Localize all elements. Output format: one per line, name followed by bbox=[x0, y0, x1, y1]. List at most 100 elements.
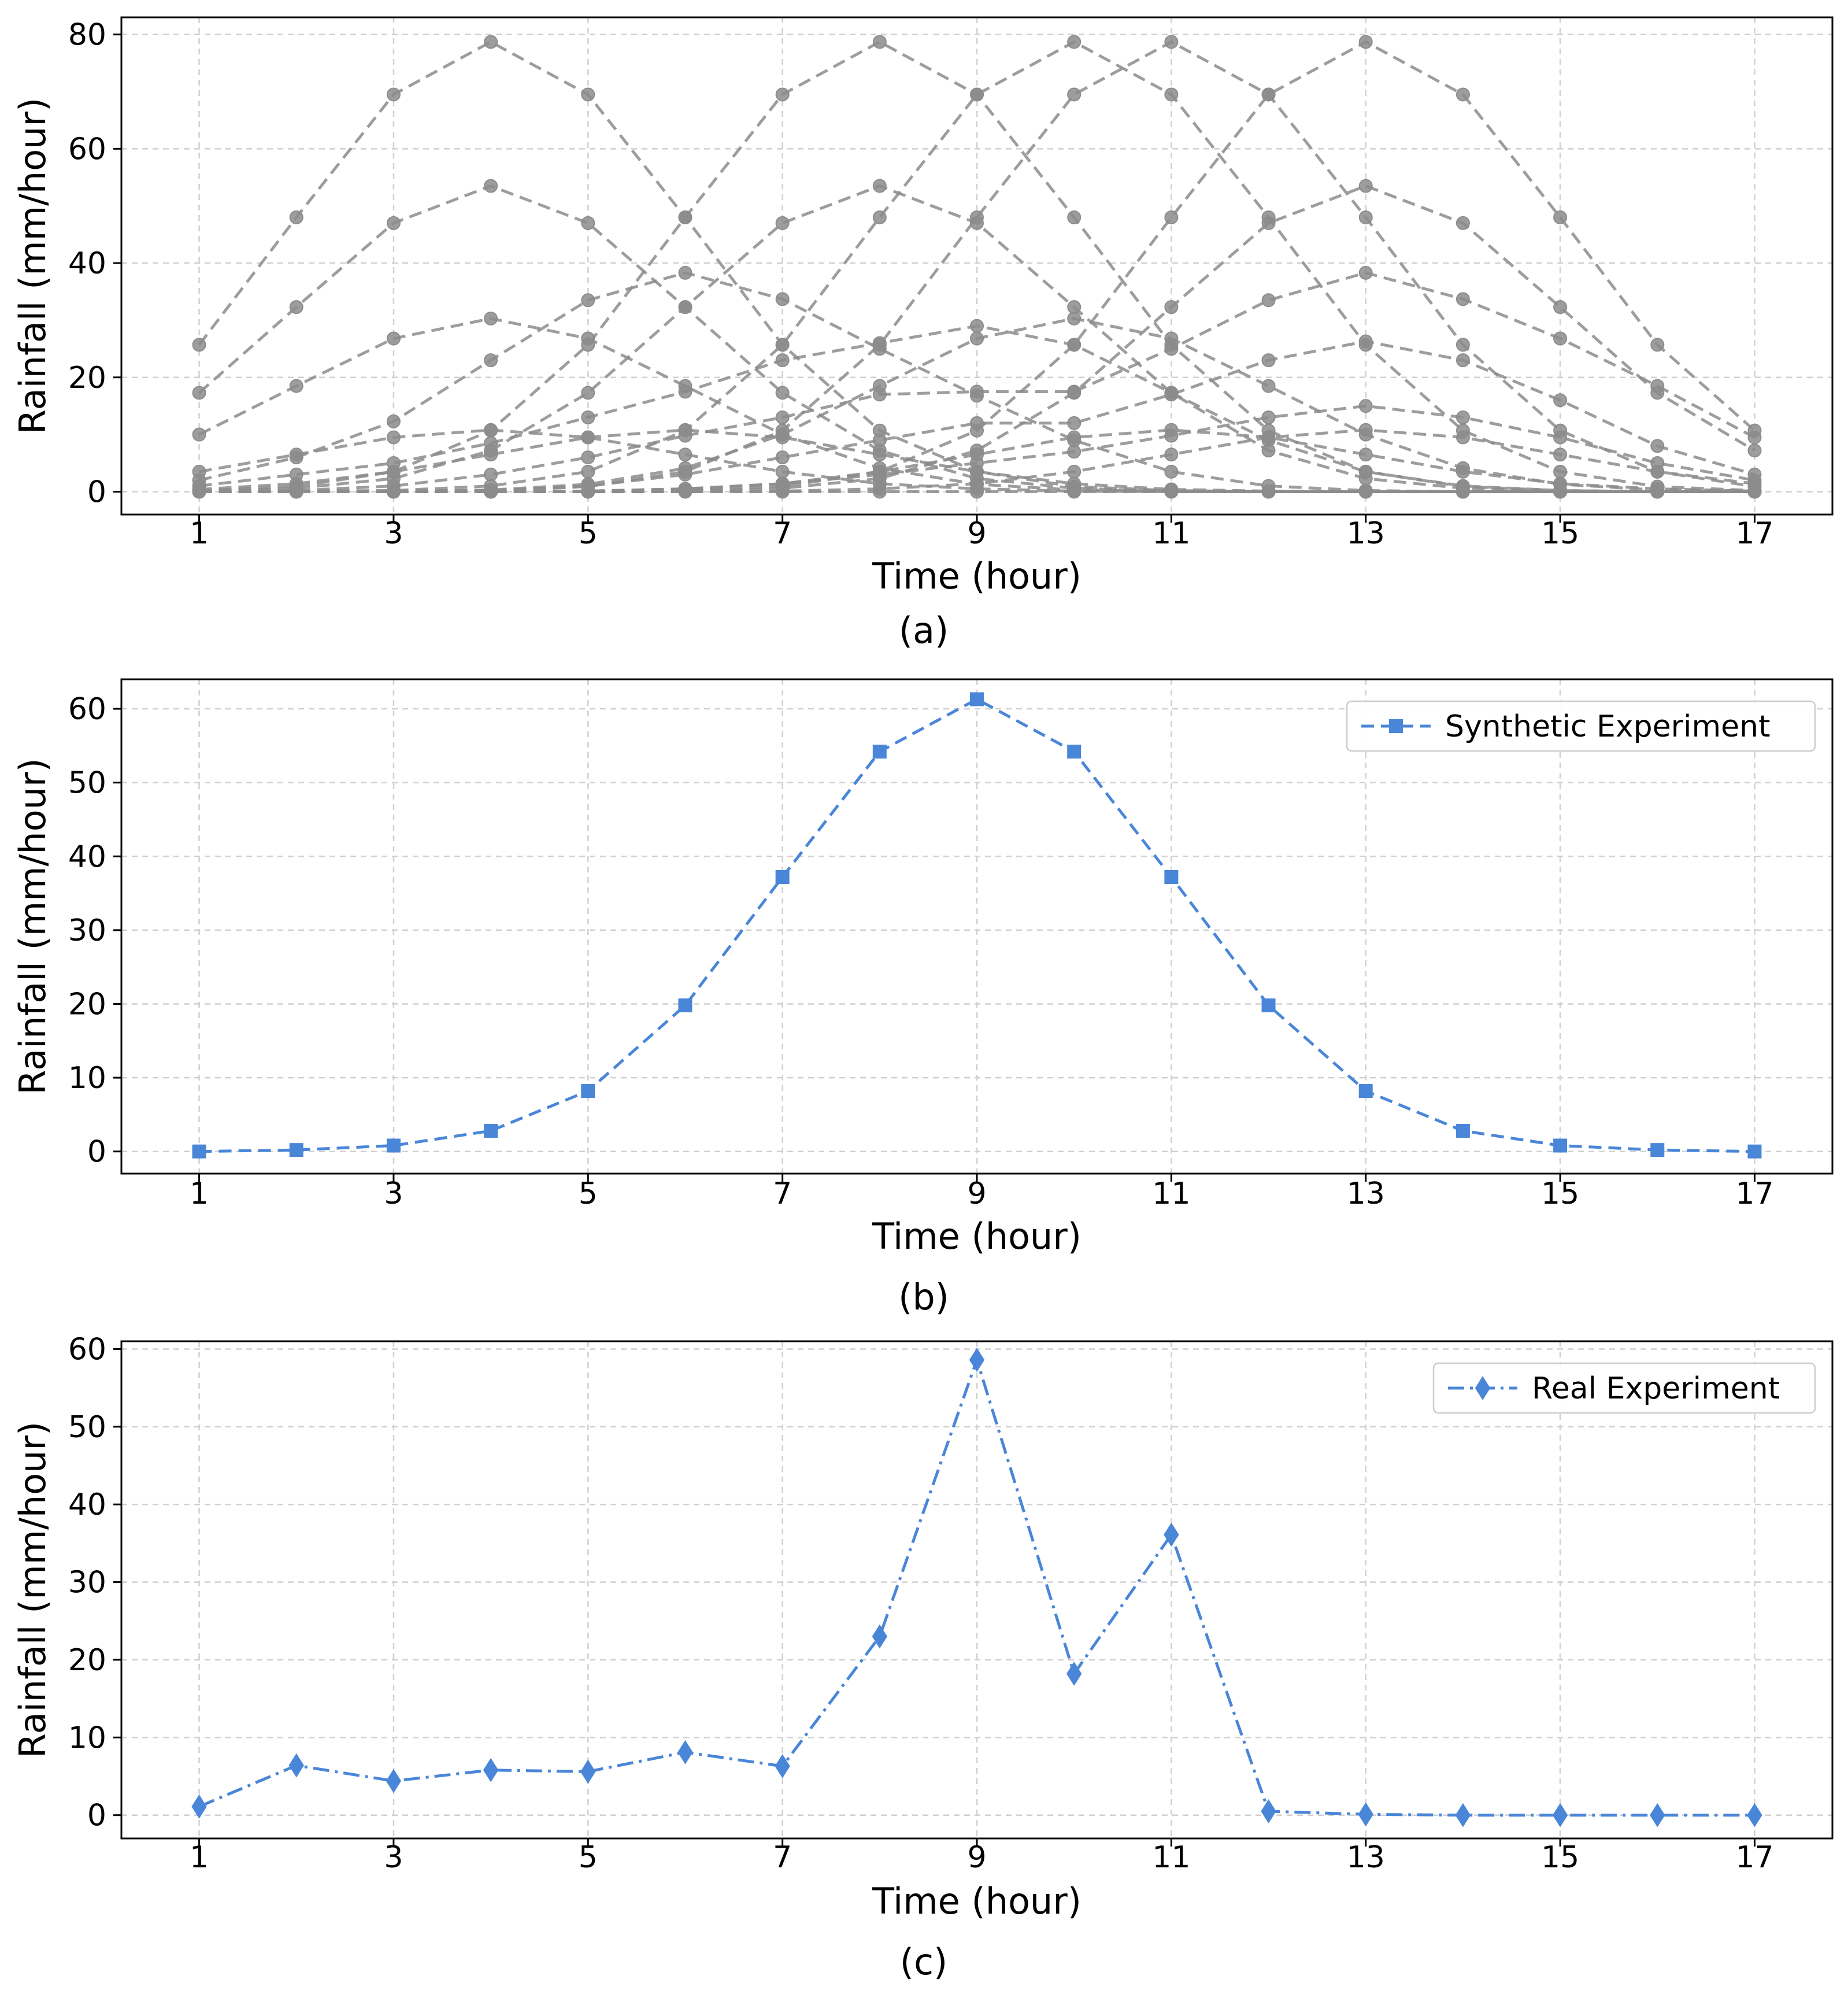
panel-caption: (a) bbox=[899, 609, 949, 652]
y-tick-label: 10 bbox=[68, 1721, 106, 1755]
legend: Synthetic Experiment bbox=[1346, 700, 1816, 752]
x-tick-label: 9 bbox=[967, 1176, 986, 1211]
data-point bbox=[775, 1754, 790, 1778]
data-point bbox=[872, 467, 887, 482]
data-point bbox=[1650, 1143, 1665, 1157]
data-point bbox=[969, 1348, 985, 1372]
data-point bbox=[1747, 1144, 1762, 1159]
y-tick-label: 0 bbox=[87, 475, 106, 509]
data-point bbox=[1747, 484, 1762, 499]
legend-label: Synthetic Experiment bbox=[1445, 709, 1770, 744]
data-point bbox=[1456, 87, 1470, 102]
y-tick-label: 40 bbox=[68, 839, 106, 874]
data-point bbox=[386, 484, 401, 499]
panel-caption: (b) bbox=[898, 1276, 949, 1318]
y-tick-label: 30 bbox=[68, 1566, 106, 1600]
data-point bbox=[192, 338, 206, 352]
data-point bbox=[1261, 433, 1276, 447]
data-point bbox=[678, 447, 692, 462]
data-point bbox=[678, 482, 692, 496]
x-tick-label: 17 bbox=[1735, 516, 1773, 551]
data-point bbox=[1456, 410, 1470, 424]
data-point bbox=[872, 745, 887, 759]
data-point bbox=[970, 319, 984, 333]
data-point bbox=[288, 1753, 304, 1778]
data-point bbox=[1553, 331, 1568, 346]
data-point bbox=[581, 430, 595, 445]
data-point bbox=[1067, 445, 1082, 459]
data-point bbox=[678, 300, 692, 315]
data-point bbox=[1261, 293, 1276, 308]
data-point bbox=[1261, 1799, 1276, 1823]
x-tick-label: 15 bbox=[1541, 516, 1579, 551]
y-tick-label: 10 bbox=[68, 1061, 106, 1096]
x-tick-label: 13 bbox=[1347, 1176, 1385, 1211]
data-point bbox=[192, 427, 206, 442]
data-point bbox=[289, 467, 303, 482]
x-tick-label: 17 bbox=[1735, 1176, 1773, 1211]
data-point bbox=[1650, 484, 1665, 499]
data-point bbox=[1164, 300, 1179, 315]
data-point bbox=[1164, 1522, 1179, 1547]
data-point bbox=[484, 436, 498, 450]
data-point bbox=[386, 456, 401, 471]
data-point bbox=[1747, 1803, 1762, 1827]
data-point bbox=[1164, 482, 1179, 497]
x-axis-label: Time (hour) bbox=[872, 1880, 1082, 1922]
y-tick-label: 40 bbox=[68, 1488, 106, 1522]
y-tick-label: 20 bbox=[68, 987, 106, 1022]
data-point bbox=[1164, 464, 1179, 479]
data-point bbox=[872, 210, 887, 224]
data-point bbox=[1650, 379, 1665, 393]
data-point bbox=[1358, 483, 1373, 498]
data-point bbox=[775, 410, 790, 424]
data-point bbox=[192, 386, 206, 400]
data-point bbox=[581, 464, 595, 479]
data-point bbox=[581, 1084, 595, 1098]
x-tick-label: 13 bbox=[1347, 516, 1385, 551]
data-point bbox=[678, 210, 692, 224]
legend-label: Real Experiment bbox=[1532, 1371, 1780, 1406]
y-tick-label: 50 bbox=[68, 1410, 106, 1445]
data-point bbox=[1164, 447, 1179, 462]
x-tick-label: 17 bbox=[1735, 1840, 1773, 1875]
data-point bbox=[1358, 399, 1373, 413]
data-point bbox=[1456, 1123, 1470, 1138]
data-point bbox=[678, 998, 692, 1013]
x-tick-label: 13 bbox=[1347, 1840, 1385, 1875]
data-point bbox=[970, 456, 984, 471]
x-tick-label: 15 bbox=[1541, 1840, 1579, 1875]
y-axis-label: Rainfall (mm/hour) bbox=[12, 1422, 54, 1758]
data-point bbox=[289, 210, 303, 224]
data-point bbox=[872, 447, 887, 462]
data-point bbox=[775, 338, 790, 352]
data-point bbox=[1747, 443, 1762, 458]
data-point bbox=[1553, 300, 1568, 315]
data-point bbox=[1164, 210, 1179, 224]
data-point bbox=[970, 331, 984, 346]
data-point bbox=[1066, 1662, 1082, 1686]
legend-box bbox=[1346, 700, 1816, 752]
data-point bbox=[1747, 430, 1762, 445]
data-point bbox=[1553, 430, 1568, 445]
data-point bbox=[484, 1123, 498, 1138]
data-point bbox=[775, 430, 790, 445]
data-point bbox=[1358, 265, 1373, 280]
x-tick-label: 11 bbox=[1152, 1840, 1190, 1875]
data-point bbox=[1552, 1803, 1568, 1827]
data-point bbox=[872, 433, 887, 447]
panel-caption: (c) bbox=[900, 1941, 947, 1983]
x-tick-label: 5 bbox=[579, 516, 598, 551]
data-point bbox=[1261, 216, 1276, 230]
data-point bbox=[1067, 300, 1082, 315]
data-point bbox=[581, 386, 595, 400]
y-tick-label: 60 bbox=[68, 1332, 106, 1367]
data-point bbox=[1067, 464, 1082, 479]
legend-marker bbox=[1389, 719, 1403, 733]
data-point bbox=[1553, 393, 1568, 408]
x-axis-label: Time (hour) bbox=[872, 1215, 1082, 1257]
data-point bbox=[678, 428, 692, 443]
data-point bbox=[1358, 447, 1373, 462]
